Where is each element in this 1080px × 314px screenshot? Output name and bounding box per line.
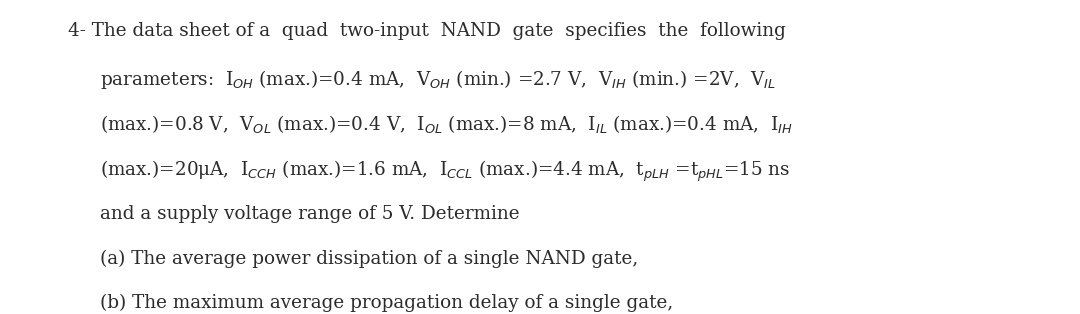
Text: (max.)=0.8 V,  V$_{OL}$ (max.)=0.4 V,  I$_{OL}$ (max.)=8 mA,  I$_{IL}$ (max.)=0.: (max.)=0.8 V, V$_{OL}$ (max.)=0.4 V, I$_… (100, 113, 794, 135)
Text: parameters:  I$_{OH}$ (max.)=0.4 mA,  V$_{OH}$ (min.) =2.7 V,  V$_{IH}$ (min.) =: parameters: I$_{OH}$ (max.)=0.4 mA, V$_{… (100, 68, 777, 90)
Text: (b) The maximum average propagation delay of a single gate,: (b) The maximum average propagation dela… (100, 294, 674, 312)
Text: and a supply voltage range of 5 V. Determine: and a supply voltage range of 5 V. Deter… (100, 205, 521, 223)
Text: (max.)=20μA,  I$_{CCH}$ (max.)=1.6 mA,  I$_{CCL}$ (max.)=4.4 mA,  t$_{pLH}$ =t$_: (max.)=20μA, I$_{CCH}$ (max.)=1.6 mA, I$… (100, 159, 791, 184)
Text: (a) The average power dissipation of a single NAND gate,: (a) The average power dissipation of a s… (100, 250, 638, 268)
Text: 4- The data sheet of a  quad  two-input  NAND  gate  specifies  the  following: 4- The data sheet of a quad two-input NA… (68, 22, 786, 40)
